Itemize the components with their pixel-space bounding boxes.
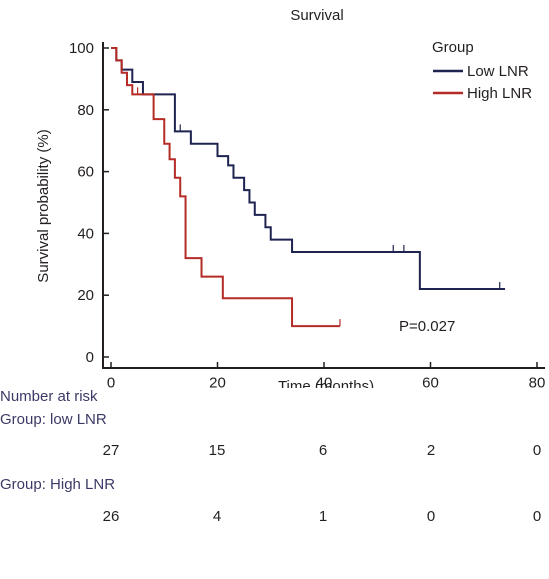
survival-curve-high-lnr <box>111 47 340 328</box>
risk-value-high-0: 26 <box>102 508 120 525</box>
y-tick-label: 20 <box>77 287 94 304</box>
risk-value-high-20: 4 <box>212 508 222 525</box>
x-tick-label: 60 <box>422 375 439 389</box>
legend-label-low-lnr: Low LNR <box>467 63 529 80</box>
x-tick-label: 80 <box>529 375 546 389</box>
risk-value-low-60: 2 <box>426 442 436 459</box>
risk-value-high-40: 1 <box>318 508 328 525</box>
y-tick-label: 100 <box>69 40 94 57</box>
risk-value-low-20: 15 <box>208 442 226 459</box>
x-tick-label: 20 <box>209 375 226 389</box>
risk-group-label-high-lnr: Group: High LNR <box>0 476 116 493</box>
y-tick-label: 40 <box>77 225 94 242</box>
y-tick-label: 60 <box>77 164 94 181</box>
x-tick-label: 40 <box>316 375 333 389</box>
risk-value-high-60: 0 <box>426 508 436 525</box>
risk-value-low-40: 6 <box>318 442 328 459</box>
x-axis-label: Time (months) <box>278 378 374 388</box>
risk-table-title: Number at risk <box>0 388 98 405</box>
survival-curve-low-lnr <box>111 47 506 291</box>
y-tick-label: 80 <box>77 102 94 119</box>
p-value-annotation: P=0.027 <box>399 318 455 335</box>
x-tick-label: 0 <box>107 375 115 389</box>
y-tick-label: 0 <box>86 349 94 366</box>
risk-group-label-low-lnr: Group: low LNR <box>0 411 107 428</box>
risk-table: Number at risk Group: low LNR 27 15 6 2 … <box>0 388 549 579</box>
legend-label-high-lnr: High LNR <box>467 85 532 102</box>
risk-value-high-80: 0 <box>532 508 542 525</box>
survival-chart: Survival 0 20 40 60 80 100 0 20 40 60 80 Time (mon… <box>35 7 545 388</box>
chart-title: Survival <box>290 7 343 24</box>
survival-curves <box>111 47 506 328</box>
axes: 0 20 40 60 80 100 0 20 40 60 80 <box>69 40 545 388</box>
y-axis-label: Survival probability (%) <box>35 129 52 282</box>
risk-value-low-0: 27 <box>102 442 120 459</box>
legend-title: Group <box>432 39 474 56</box>
risk-value-low-80: 0 <box>532 442 542 459</box>
